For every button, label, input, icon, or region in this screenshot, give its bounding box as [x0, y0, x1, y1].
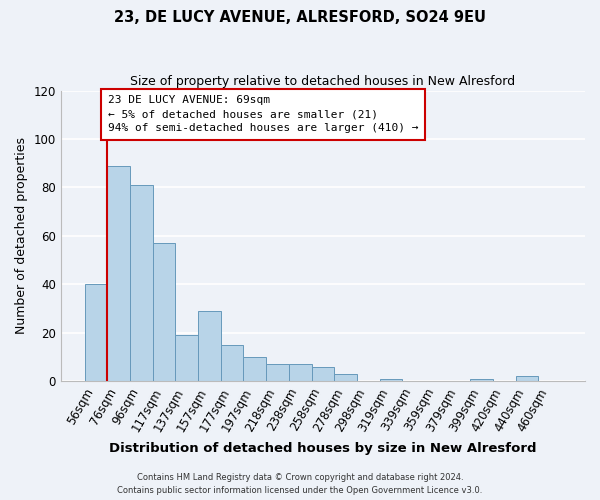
X-axis label: Distribution of detached houses by size in New Alresford: Distribution of detached houses by size … — [109, 442, 536, 455]
Y-axis label: Number of detached properties: Number of detached properties — [15, 138, 28, 334]
Bar — [289, 364, 311, 381]
Bar — [175, 335, 198, 381]
Bar — [516, 376, 538, 381]
Text: Contains HM Land Registry data © Crown copyright and database right 2024.
Contai: Contains HM Land Registry data © Crown c… — [118, 474, 482, 495]
Bar — [221, 344, 244, 381]
Bar — [266, 364, 289, 381]
Bar — [198, 311, 221, 381]
Bar — [334, 374, 357, 381]
Bar — [85, 284, 107, 381]
Bar — [107, 166, 130, 381]
Bar — [130, 185, 152, 381]
Text: 23, DE LUCY AVENUE, ALRESFORD, SO24 9EU: 23, DE LUCY AVENUE, ALRESFORD, SO24 9EU — [114, 10, 486, 25]
Title: Size of property relative to detached houses in New Alresford: Size of property relative to detached ho… — [130, 75, 515, 88]
Text: 23 DE LUCY AVENUE: 69sqm
← 5% of detached houses are smaller (21)
94% of semi-de: 23 DE LUCY AVENUE: 69sqm ← 5% of detache… — [108, 96, 418, 134]
Bar — [244, 357, 266, 381]
Bar — [152, 243, 175, 381]
Bar — [380, 378, 403, 381]
Bar — [311, 366, 334, 381]
Bar — [470, 378, 493, 381]
